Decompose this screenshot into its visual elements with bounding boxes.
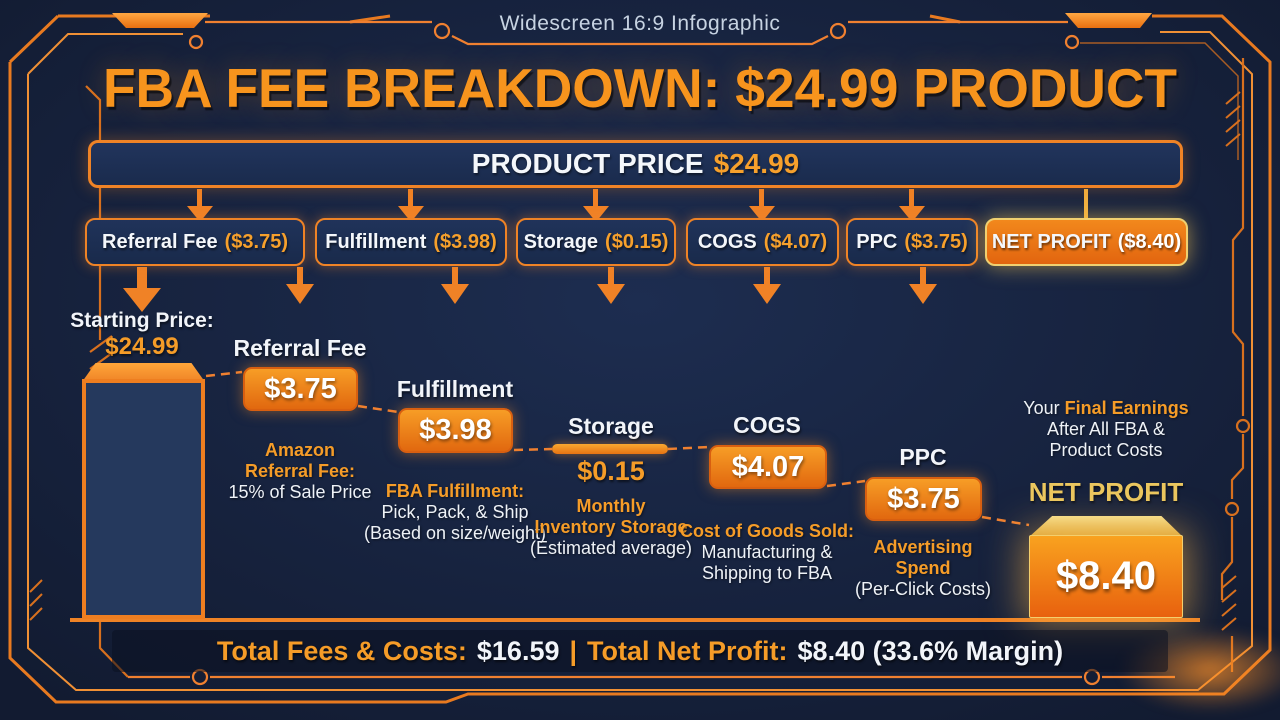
desc-line: Manufacturing &: [701, 542, 833, 562]
fee-box-amount: ($3.98): [433, 230, 497, 253]
fee-box-amount: ($8.40): [1117, 230, 1182, 253]
fee-box-amount: ($0.15): [605, 230, 669, 253]
intro-prefix: Your: [1023, 398, 1060, 418]
footer-divider: |: [569, 636, 578, 666]
desc-line: Monthly: [576, 496, 646, 516]
desc-line: (Per-Click Costs): [854, 579, 991, 599]
intro-line: Your Final Earnings: [1001, 398, 1211, 419]
starting-price-amount: $24.99: [105, 333, 179, 360]
desc-line: FBA Fulfillment:: [385, 481, 525, 501]
wf-heading-cogs: COGS: [733, 412, 801, 438]
total-fees-value: $16.59: [476, 636, 560, 666]
fee-box-label: Fulfillment: [325, 230, 427, 253]
net-profit-intro: Your Final Earnings After All FBA & Prod…: [1001, 398, 1211, 461]
desc-line: Amazon: [264, 440, 335, 460]
fee-box-amount: ($3.75): [224, 230, 288, 253]
fee-box-storage: Storage ($0.15): [516, 218, 676, 266]
starting-price-bar-lid: [82, 363, 205, 382]
wf-desc-referral: Amazon Referral Fee: 15% of Sale Price: [185, 440, 415, 503]
total-fees-label: Total Fees & Costs:: [216, 636, 467, 666]
desc-line: Cost of Goods Sold:: [680, 521, 854, 541]
net-profit-value: $8.40 (33.6% Margin): [797, 636, 1064, 666]
fee-box-fulfillment: Fulfillment ($3.98): [315, 218, 507, 266]
desc-line: Referral Fee:: [244, 461, 356, 481]
page-title: FBA FEE BREAKDOWN: $24.99 PRODUCT: [102, 57, 1178, 119]
circuit-node: [1224, 501, 1240, 517]
fee-box-label: PPC: [856, 230, 898, 253]
wf-bar-storage: [552, 444, 668, 454]
wf-amount-referral: $3.75: [243, 367, 358, 411]
desc-line: Spend: [895, 558, 951, 578]
wf-amount-cogs: $4.07: [709, 445, 827, 489]
starting-price-label: Starting Price:: [70, 309, 214, 332]
wf-amount-fulfillment: $3.98: [398, 408, 513, 453]
net-profit-bar-lid: [1029, 516, 1183, 537]
desc-line: (Based on size/weight): [363, 523, 547, 543]
desc-line: Shipping to FBA: [701, 563, 833, 583]
desc-line: Pick, Pack, & Ship: [381, 502, 529, 522]
footer-band: [112, 630, 1168, 672]
page-subtitle: Widescreen 16:9 Infographic: [499, 12, 781, 35]
circuit-node: [1235, 418, 1251, 434]
wf-desc-cogs: Cost of Goods Sold: Manufacturing & Ship…: [652, 521, 882, 584]
intro-accent: Final Earnings: [1064, 398, 1189, 418]
fee-box-ppc: PPC ($3.75): [846, 218, 978, 266]
box-to-chart-arrows: [123, 267, 937, 312]
fee-box-amount: ($3.75): [904, 230, 968, 253]
banner-label: PRODUCT PRICE: [471, 148, 704, 179]
wf-heading-ppc: PPC: [899, 444, 947, 470]
fee-box-label: Referral Fee: [102, 230, 218, 253]
footer-totals: Total Fees & Costs: $16.59 | Total Net P…: [0, 636, 1280, 667]
fee-box-label: COGS: [697, 230, 757, 253]
wf-heading-referral: Referral Fee: [233, 335, 367, 361]
circuit-node: [188, 34, 204, 50]
fee-box-label: NET PROFIT: [991, 230, 1111, 253]
fee-box-amount: ($4.07): [763, 230, 828, 253]
net-profit-label: Total Net Profit:: [587, 636, 788, 666]
footer-divider: [128, 668, 1175, 686]
wf-amount-ppc: $3.75: [865, 477, 982, 521]
fee-box-net-profit: NET PROFIT ($8.40): [985, 218, 1188, 266]
product-price-banner: PRODUCT PRICE $24.99: [88, 140, 1183, 188]
circuit-node: [1064, 34, 1080, 50]
desc-line: Advertising: [873, 537, 973, 557]
circuit-node: [191, 668, 209, 686]
banner-amount: $24.99: [713, 148, 800, 179]
desc-line: (Estimated average): [529, 538, 693, 558]
wf-desc-storage: Monthly Inventory Storage (Estimated ave…: [496, 496, 726, 559]
desc-line: Inventory Storage: [534, 517, 688, 537]
fee-box-referral: Referral Fee ($3.75): [85, 218, 305, 266]
starting-price-bar: [82, 379, 205, 619]
desc-line: 15% of Sale Price: [228, 482, 372, 502]
intro-line: Product Costs: [1049, 440, 1163, 460]
wf-heading-storage: Storage: [568, 413, 654, 439]
fee-box-label: Storage: [523, 230, 599, 253]
wf-desc-fulfillment: FBA Fulfillment: Pick, Pack, & Ship (Bas…: [340, 481, 570, 544]
wf-amount-storage: $0.15: [577, 456, 645, 486]
wf-desc-ppc: Advertising Spend (Per-Click Costs): [808, 537, 1038, 600]
net-profit-amount: $8.40: [1029, 535, 1183, 618]
right-circuit: [1220, 58, 1251, 672]
fee-box-cogs: COGS ($4.07): [686, 218, 839, 266]
wf-heading-fulfillment: Fulfillment: [396, 376, 514, 402]
intro-line: After All FBA &: [1046, 419, 1166, 439]
net-profit-heading: NET PROFIT: [1028, 477, 1184, 507]
